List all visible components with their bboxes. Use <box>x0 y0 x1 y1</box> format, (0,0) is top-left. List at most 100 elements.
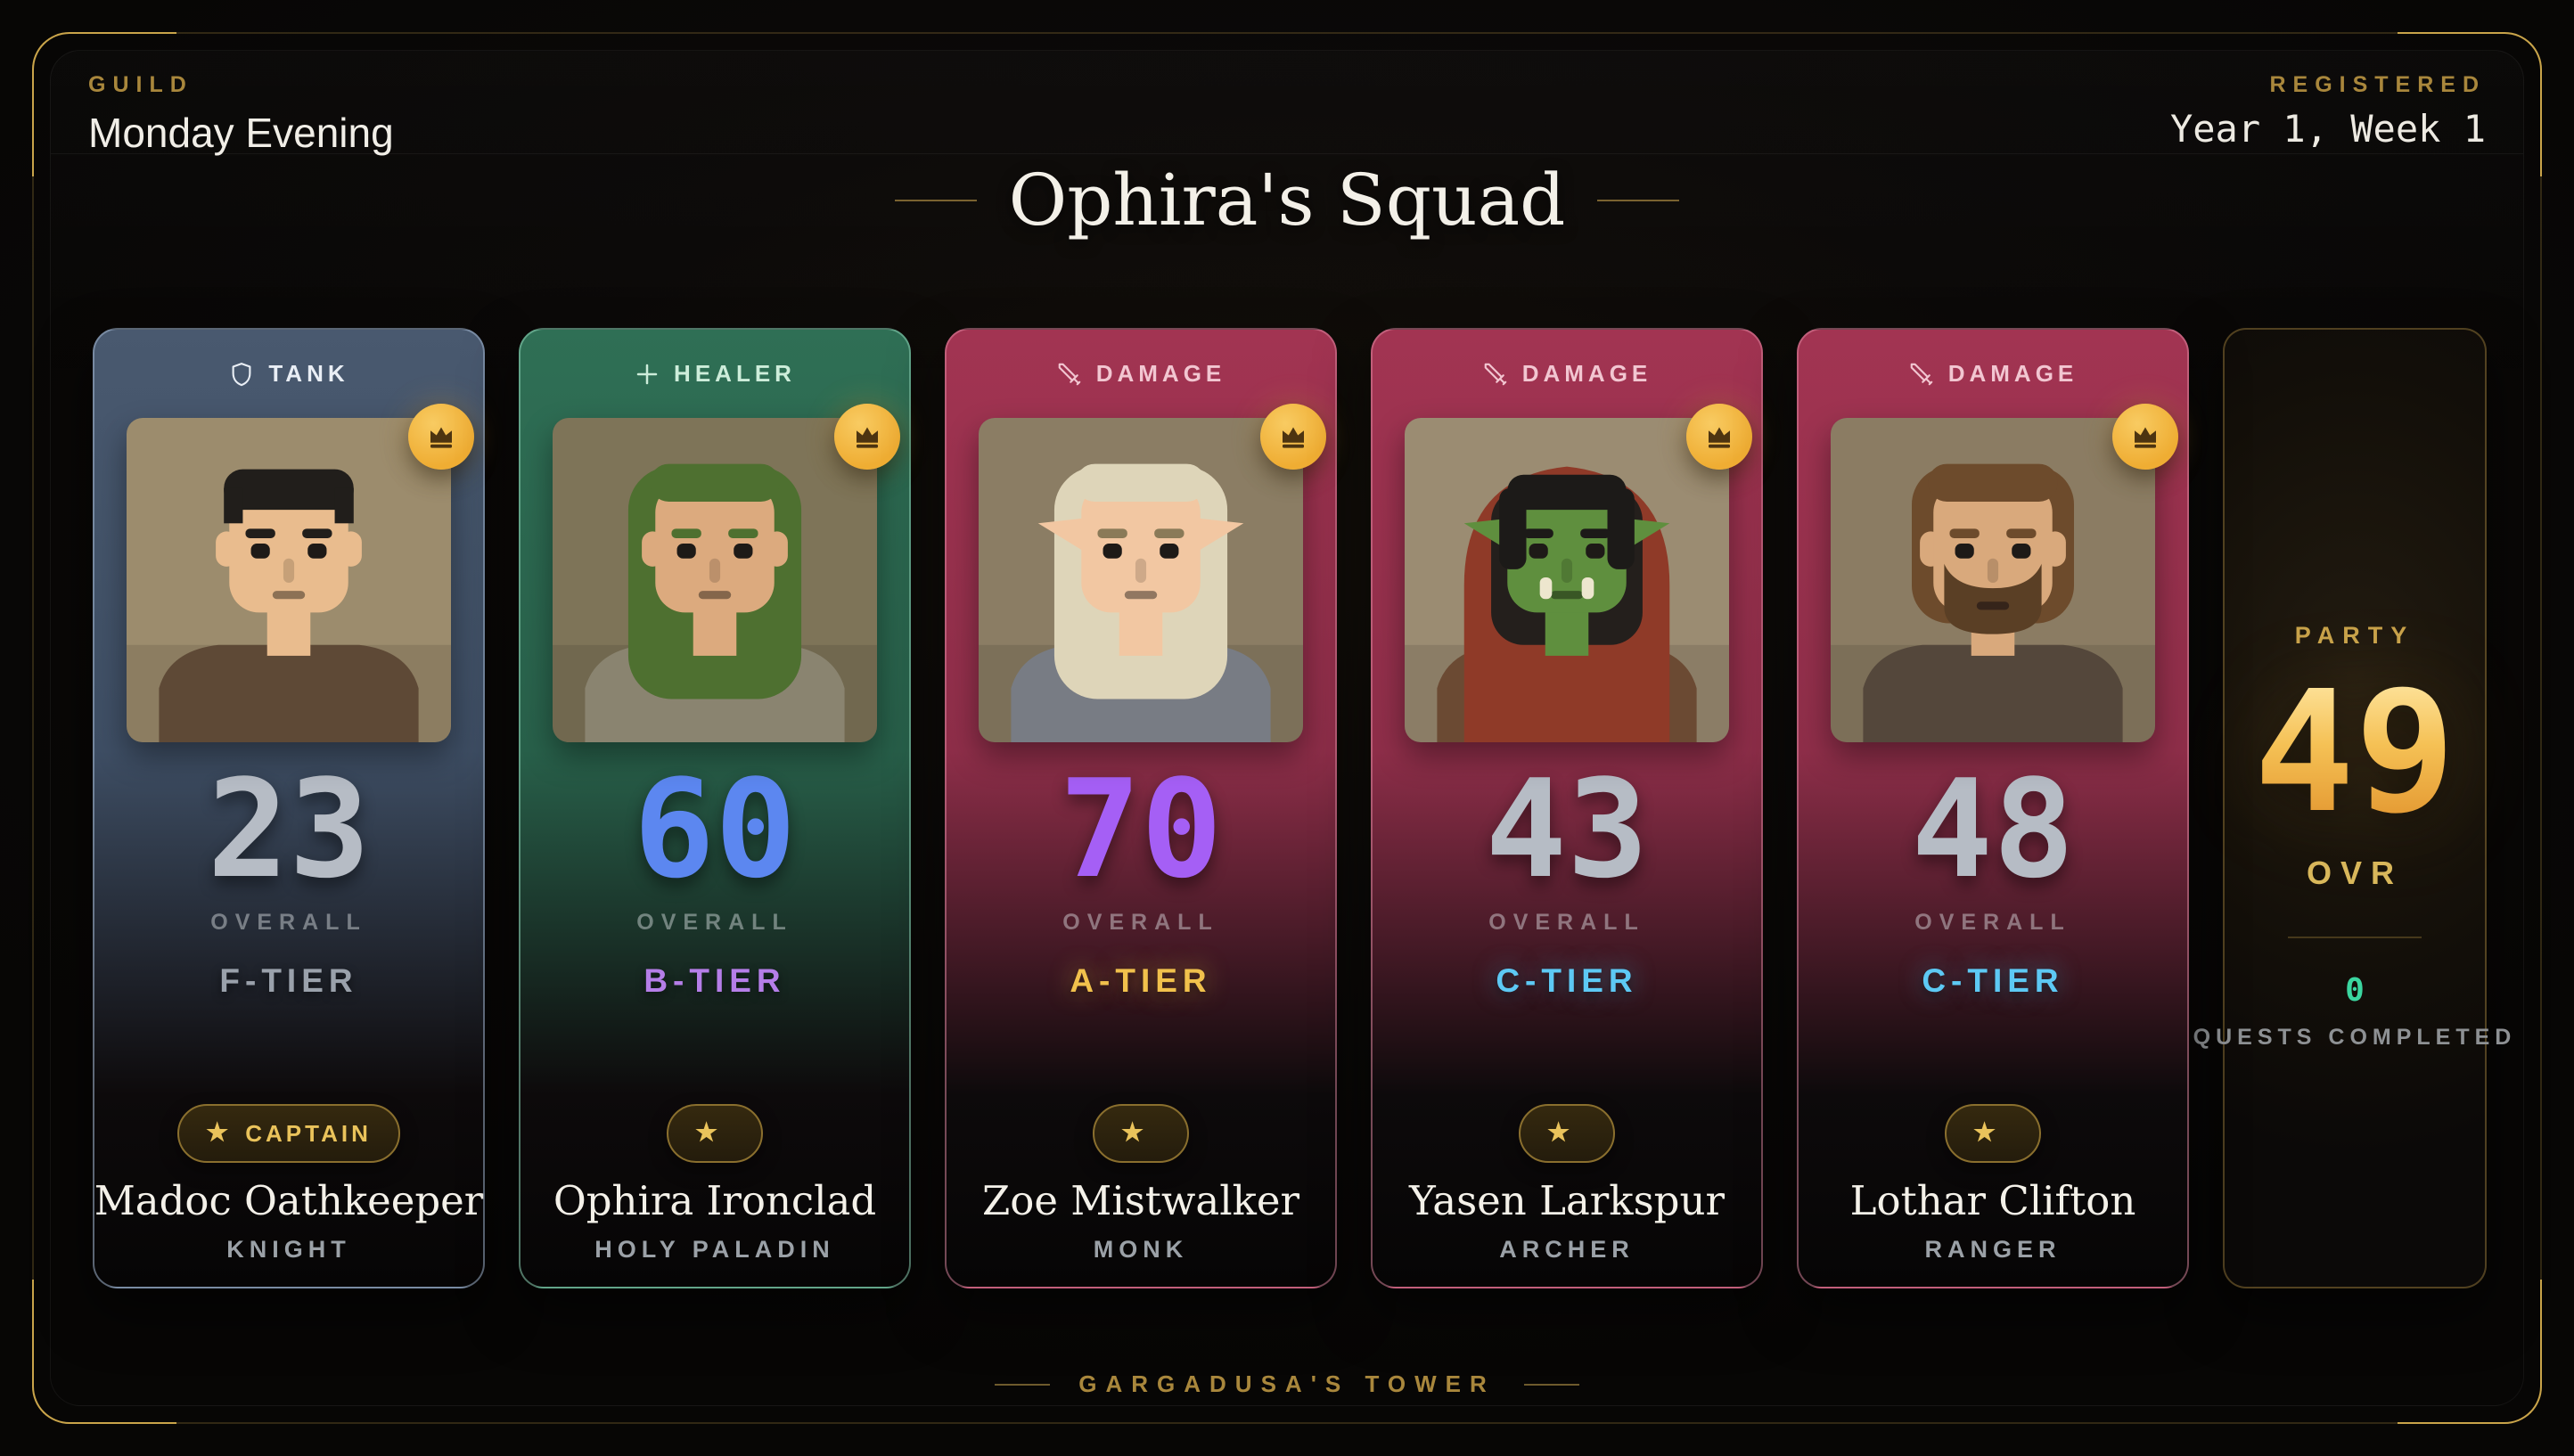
portrait <box>553 404 900 742</box>
character-avatar <box>1405 418 1729 742</box>
card-bottom: ★ Zoe Mistwalker MONK <box>982 1104 1299 1287</box>
captain-badge-label: CAPTAIN <box>245 1119 372 1147</box>
captain-crown-badge <box>1686 404 1752 470</box>
overall-label: OVERALL <box>636 910 793 935</box>
portrait <box>979 404 1326 742</box>
guild-eyebrow-label: GUILD <box>88 72 193 97</box>
crown-icon <box>1709 427 1730 448</box>
overall-rating: 60 <box>633 750 797 908</box>
member-card-yasen-larkspur[interactable]: DAMAGE 43 OVERALL C-TIER ★ Yasen Larkspu… <box>1371 328 1763 1288</box>
quests-completed-value: 0 <box>2345 972 2365 1009</box>
card-bottom: ★ Yasen Larkspur ARCHER <box>1409 1104 1725 1287</box>
location-footer: GARGADUSA'S TOWER <box>0 1370 2574 1398</box>
tier-label: A-TIER <box>1070 962 1212 999</box>
card-bottom: ★ Ophira Ironclad HOLY PALADIN <box>553 1104 876 1287</box>
captain-badge-slot: ★ CAPTAIN <box>177 1104 400 1163</box>
current-day-label: Monday Evening <box>88 110 394 156</box>
captain-badge: ★ <box>1944 1104 2042 1163</box>
party-label: PARTY <box>2294 622 2415 649</box>
title-dash-right <box>1597 199 1680 201</box>
captain-badge: ★ <box>666 1104 764 1163</box>
sword-icon <box>1056 361 1083 388</box>
overall-label: OVERALL <box>1914 910 2071 935</box>
card-bottom: ★ CAPTAIN Madoc Oathkeeper KNIGHT <box>94 1104 484 1287</box>
captain-badge-slot: ★ <box>1092 1104 1190 1163</box>
role-row: DAMAGE <box>1056 360 1226 388</box>
member-name: Madoc Oathkeeper <box>94 1177 484 1224</box>
star-icon: ★ <box>1546 1118 1574 1146</box>
overall-rating: 23 <box>207 750 371 908</box>
captain-badge-slot: ★ <box>666 1104 764 1163</box>
overall-label: OVERALL <box>1488 910 1645 935</box>
portrait <box>127 404 474 742</box>
captain-badge: ★ <box>1092 1104 1190 1163</box>
character-avatar <box>127 418 451 742</box>
shield-icon <box>228 361 255 388</box>
tier-label: B-TIER <box>644 962 786 999</box>
member-class: KNIGHT <box>226 1236 351 1263</box>
captain-badge: ★ <box>1518 1104 1616 1163</box>
member-card-ophira-ironclad[interactable]: HEALER 60 OVERALL B-TIER ★ Ophira Ironcl… <box>519 328 911 1288</box>
role-label: HEALER <box>674 360 796 387</box>
registered-eyebrow-label: REGISTERED <box>2269 72 2486 97</box>
character-avatar <box>979 418 1303 742</box>
star-icon: ★ <box>206 1118 233 1146</box>
role-row: DAMAGE <box>1908 360 2078 388</box>
title-dash-left <box>894 199 977 201</box>
captain-crown-badge <box>834 404 900 470</box>
crown-icon <box>1283 427 1304 448</box>
captain-badge-slot: ★ <box>1518 1104 1616 1163</box>
member-name: Zoe Mistwalker <box>981 1177 1300 1224</box>
member-name: Lothar Clifton <box>1849 1177 2136 1224</box>
sword-icon <box>1908 361 1935 388</box>
role-row: TANK <box>228 360 348 388</box>
captain-badge: ★ CAPTAIN <box>177 1104 400 1163</box>
character-avatar <box>1831 418 2155 742</box>
member-class: HOLY PALADIN <box>594 1236 835 1263</box>
member-card-lothar-clifton[interactable]: DAMAGE 48 OVERALL C-TIER ★ Lothar Clifto… <box>1797 328 2189 1288</box>
captain-crown-badge <box>1260 404 1326 470</box>
member-card-madoc-oathkeeper[interactable]: TANK 23 OVERALL F-TIER ★ CAPTAIN Madoc O… <box>93 328 485 1288</box>
role-label: DAMAGE <box>1095 360 1226 387</box>
party-ovr-label: OVR <box>2306 855 2403 891</box>
star-icon: ★ <box>1120 1118 1148 1146</box>
member-name: Ophira Ironclad <box>553 1177 877 1224</box>
role-row: DAMAGE <box>1482 360 1652 388</box>
overall-label: OVERALL <box>210 910 367 935</box>
year-week-label: Year 1, Week 1 <box>2169 107 2486 151</box>
header-left: GUILD Monday Evening <box>88 72 394 157</box>
plus-icon <box>634 361 660 388</box>
member-class: MONK <box>1093 1236 1189 1263</box>
squad-title: Ophira's Squad <box>1008 159 1566 241</box>
squad-title-row: Ophira's Squad <box>0 159 2574 241</box>
header-bar: GUILD Monday Evening REGISTERED Year 1, … <box>51 51 2523 157</box>
party-summary-panel: PARTY 49 OVR 0 QUESTS COMPLETED <box>2193 328 2511 1288</box>
card-bottom: ★ Lothar Clifton RANGER <box>1849 1104 2136 1287</box>
footer-dash-right <box>1523 1383 1579 1386</box>
party-overall-rating: 49 <box>2253 655 2456 850</box>
captain-crown-badge <box>408 404 474 470</box>
party-divider <box>2288 937 2422 938</box>
role-label: TANK <box>268 360 349 387</box>
crown-icon <box>2135 427 2156 448</box>
member-card-zoe-mistwalker[interactable]: DAMAGE 70 OVERALL A-TIER ★ Zoe Mistwalke… <box>945 328 1337 1288</box>
squad-cards-row: TANK 23 OVERALL F-TIER ★ CAPTAIN Madoc O… <box>93 328 2511 1288</box>
location-label: GARGADUSA'S TOWER <box>1078 1370 1496 1397</box>
member-class: RANGER <box>1924 1236 2062 1263</box>
member-class: ARCHER <box>1499 1236 1635 1263</box>
overall-rating: 70 <box>1059 750 1223 908</box>
captain-badge-slot: ★ <box>1944 1104 2042 1163</box>
overall-rating: 43 <box>1485 750 1649 908</box>
star-icon: ★ <box>1972 1118 2000 1146</box>
overall-rating: 48 <box>1911 750 2075 908</box>
crown-icon <box>857 427 878 448</box>
header-right: REGISTERED Year 1, Week 1 <box>2170 72 2486 151</box>
captain-crown-badge <box>2112 404 2178 470</box>
role-label: DAMAGE <box>1947 360 2078 387</box>
role-label: DAMAGE <box>1521 360 1652 387</box>
quests-completed-label: QUESTS COMPLETED <box>2193 1025 2517 1050</box>
sword-icon <box>1482 361 1509 388</box>
footer-dash-left <box>995 1383 1051 1386</box>
star-icon: ★ <box>694 1118 722 1146</box>
